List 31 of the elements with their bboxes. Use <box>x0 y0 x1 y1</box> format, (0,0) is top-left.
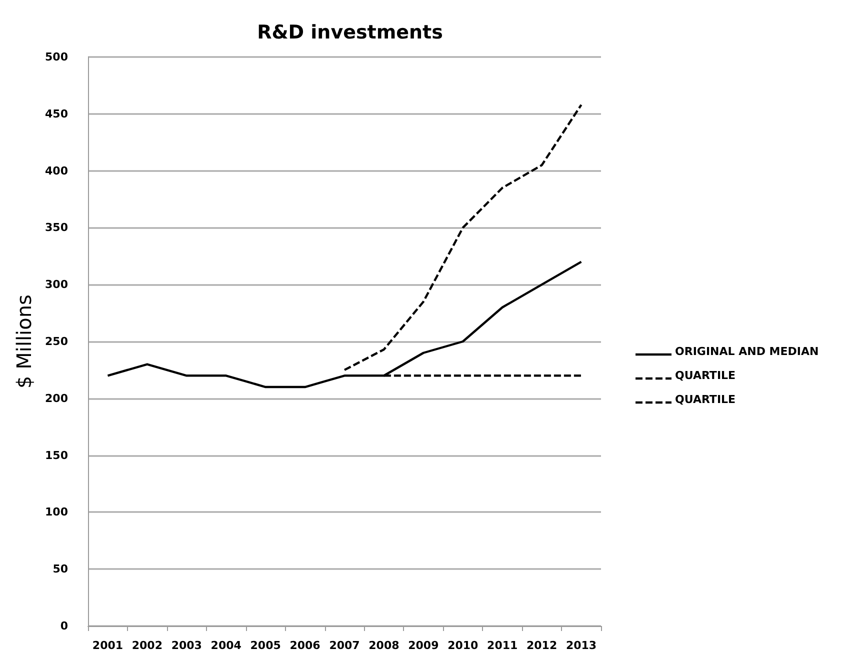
chart-title: R&D investments <box>257 22 443 44</box>
y-tick-label: 500 <box>45 50 68 64</box>
y-tick-label: 200 <box>45 392 68 405</box>
y-tick-label: 50 <box>52 562 68 576</box>
x-tick-label: 2002 <box>132 639 163 651</box>
legend-label: QUARTILE <box>675 393 736 406</box>
y-tick-label: 0 <box>60 620 68 632</box>
y-tick-label: 150 <box>45 448 68 462</box>
x-tick-label: 2004 <box>210 639 242 651</box>
x-tick-label: 2012 <box>526 639 558 651</box>
y-tick-label: 400 <box>45 164 68 178</box>
legend-label: ORIGINAL AND MEDIAN <box>675 345 819 358</box>
x-tick-label: 2013 <box>566 639 597 651</box>
y-tick-label: 100 <box>45 506 68 519</box>
x-tick-label: 2009 <box>408 639 439 651</box>
x-tick-label: 2006 <box>290 639 321 651</box>
y-tick-label: 350 <box>45 221 68 234</box>
x-tick-label: 2007 <box>329 639 360 651</box>
x-tick-label: 2001 <box>92 639 124 651</box>
line-series <box>343 104 582 372</box>
y-tick-label: 250 <box>45 335 68 348</box>
y-axis-title: $ Millions <box>12 294 36 388</box>
y-tick-label: 300 <box>45 278 68 292</box>
x-tick-label: 2003 <box>171 639 202 651</box>
y-tick-label: 450 <box>45 107 68 120</box>
line-series <box>106 260 582 388</box>
x-tick-label: 2011 <box>487 639 518 651</box>
legend-label: QUARTILE <box>675 369 736 382</box>
x-tick-label: 2010 <box>448 639 479 651</box>
x-tick-label: 2005 <box>250 639 281 651</box>
x-tick-label: 2008 <box>368 639 400 651</box>
